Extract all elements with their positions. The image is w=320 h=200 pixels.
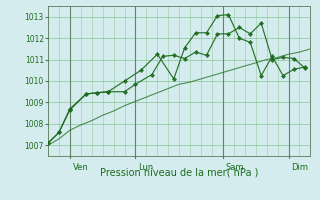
Text: Sam: Sam xyxy=(226,164,244,172)
Text: Lun: Lun xyxy=(138,164,154,172)
Text: Dim: Dim xyxy=(291,164,308,172)
X-axis label: Pression niveau de la mer( hPa ): Pression niveau de la mer( hPa ) xyxy=(100,167,258,177)
Text: Ven: Ven xyxy=(73,164,88,172)
